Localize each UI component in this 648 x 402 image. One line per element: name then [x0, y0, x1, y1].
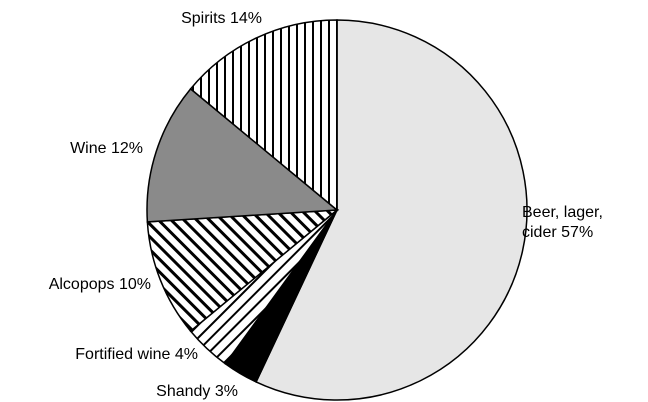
- pie-slice: [146, 209, 340, 333]
- slice-label: Spirits 14%: [181, 9, 262, 29]
- slice-label: Shandy 3%: [156, 382, 238, 402]
- category-name: Beer, lager, cider: [522, 204, 603, 241]
- category-name: Wine: [70, 140, 107, 157]
- value-label: 4%: [174, 346, 198, 363]
- value-label: 10%: [118, 276, 151, 293]
- value-label: 12%: [110, 140, 143, 157]
- slice-label: Alcopops 10%: [49, 275, 151, 295]
- value-label: 3%: [214, 383, 238, 400]
- pie-slice: [255, 19, 528, 401]
- slice-label: Beer, lager, cider 57%: [522, 203, 632, 243]
- category-name: Fortified wine: [75, 346, 171, 363]
- value-label: 14%: [229, 10, 262, 27]
- slice-label: Fortified wine 4%: [75, 345, 198, 365]
- pie-slice: [189, 19, 338, 212]
- category-name: Alcopops: [48, 276, 115, 293]
- value-label: 57%: [561, 224, 594, 241]
- category-name: Spirits: [181, 10, 226, 27]
- category-name: Shandy: [156, 383, 211, 400]
- slice-label: Wine 12%: [70, 139, 143, 159]
- pie-slice: [146, 87, 339, 223]
